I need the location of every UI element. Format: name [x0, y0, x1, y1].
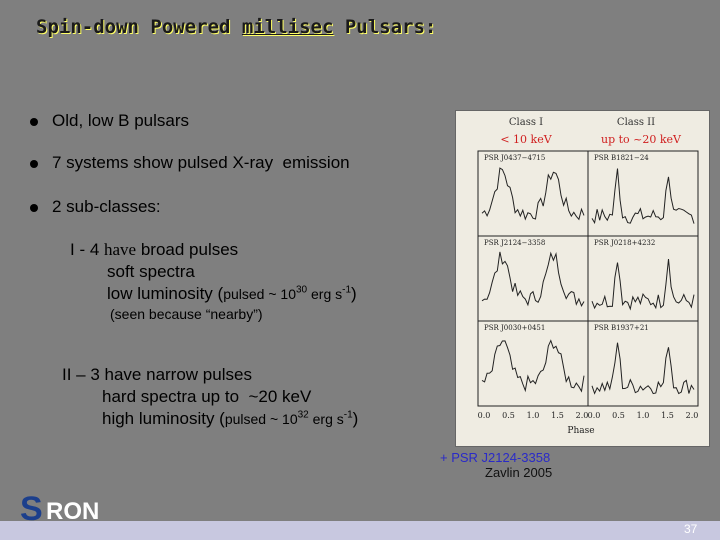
x-tick-label: 1.0	[637, 411, 650, 420]
x-tick-label: 0.5	[502, 411, 515, 420]
panel-label: PSR J0218+4232	[594, 239, 655, 247]
title-text: Pulsars:	[333, 16, 437, 38]
x-tick-label: 1.5	[661, 411, 674, 420]
pulse-profile	[481, 167, 585, 221]
panel-frame	[587, 320, 699, 407]
caption: + PSR J2124-3358 Zavlin 2005	[440, 450, 552, 480]
class1-line: I - 4 have broad pulses	[70, 240, 238, 260]
footer-bar	[0, 521, 720, 540]
panel-label: PSR J0030+0451	[484, 324, 545, 332]
text: high luminosity (	[102, 409, 225, 428]
caption-line: + PSR J2124-3358	[440, 450, 551, 465]
x-label: Phase	[567, 426, 594, 436]
text: )	[352, 409, 359, 428]
text: low luminosity (	[107, 284, 224, 303]
panel-frame	[477, 235, 589, 322]
class1-line: low luminosity (pulsed ~ 1030 erg s-1)	[107, 284, 357, 304]
text: 30	[296, 284, 308, 296]
pulse-profile	[591, 259, 695, 311]
bullet-text: Old, low B pulsars	[52, 111, 189, 130]
x-tick-label: 2.0	[686, 411, 699, 420]
title: Spin-down Powered millisec Pulsars:	[36, 16, 436, 38]
text: -1	[343, 409, 353, 421]
pulse-profile	[591, 168, 695, 225]
band-label: < 10 keV	[500, 133, 552, 146]
logo-s: S	[20, 490, 43, 528]
x-tick-label: 1.5	[551, 411, 564, 420]
text: erg s	[308, 411, 344, 427]
panel-frame	[587, 150, 699, 237]
x-tick-label: 0.0	[588, 411, 601, 420]
title-text: Spin-down Powered	[36, 16, 242, 38]
logo: RON	[46, 498, 100, 525]
panel-frame	[477, 320, 589, 407]
text: pulsed ~ 10	[224, 411, 298, 427]
bullet: Old, low B pulsars	[30, 111, 189, 131]
pulse-profile	[481, 251, 585, 307]
figure-header: Class II	[617, 117, 655, 128]
class2-line: II – 3 have narrow pulses	[62, 365, 252, 384]
bullet: 7 systems show pulsed X-ray emission	[30, 153, 350, 173]
text: I - 4	[70, 240, 105, 259]
panel-label: PSR J0437−4715	[484, 154, 545, 162]
x-tick-label: 1.0	[527, 411, 540, 420]
x-tick-label: 0.0	[478, 411, 491, 420]
bullet-text: 7 systems show pulsed X-ray emission	[52, 153, 350, 172]
class2-line: high luminosity (pulsed ~ 1032 erg s-1)	[102, 409, 358, 429]
page-number: 37	[684, 522, 698, 536]
panel-label: PSR J2124−3358	[484, 239, 545, 247]
x-tick-label: 2.0	[576, 411, 589, 420]
text: broad pulses	[136, 240, 239, 259]
text: 32	[297, 409, 309, 421]
text: -1	[342, 284, 352, 296]
figure: Class I Class II < 10 keV up to ~20 keV …	[455, 110, 710, 447]
text: pulsed ~ 10	[223, 286, 296, 302]
pulse-profile	[481, 339, 585, 393]
text: )	[351, 284, 357, 303]
figure-header: Class I	[509, 117, 543, 128]
text: have	[104, 240, 137, 259]
text: erg s	[307, 286, 343, 302]
class1-note: (seen because “nearby”)	[110, 306, 263, 322]
caption-line: Zavlin 2005	[485, 465, 553, 480]
class2-line: hard spectra up to ~20 keV	[102, 387, 312, 406]
bullet-text: 2 sub-classes:	[52, 197, 161, 216]
panel-label: PSR B1937+21	[594, 324, 649, 332]
band-label: up to ~20 keV	[601, 133, 682, 146]
title-text: millisec	[241, 16, 334, 38]
panel-frame	[587, 235, 699, 322]
bullet: 2 sub-classes:	[30, 197, 161, 217]
pulse-profile	[591, 342, 695, 395]
class1-line: soft spectra	[107, 262, 195, 281]
panel-label: PSR B1821−24	[594, 154, 649, 162]
x-tick-label: 0.5	[612, 411, 625, 420]
